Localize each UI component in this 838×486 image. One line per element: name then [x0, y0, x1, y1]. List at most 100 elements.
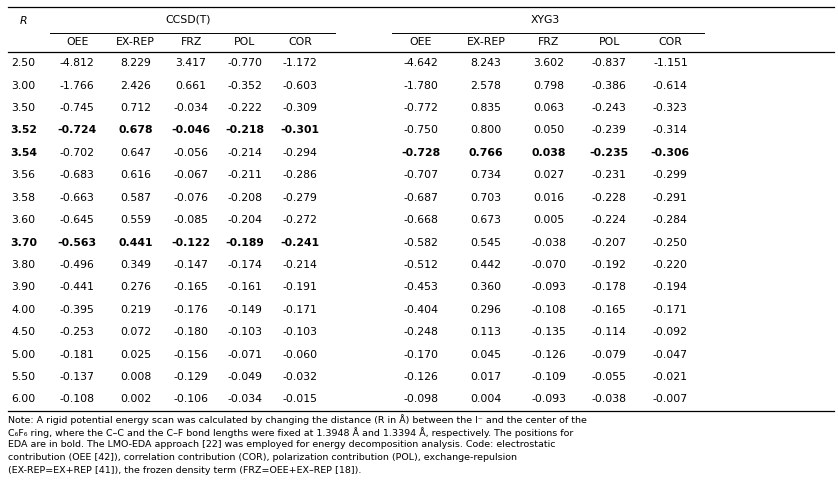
Text: -0.404: -0.404: [403, 305, 438, 315]
Text: 0.004: 0.004: [470, 395, 502, 404]
Text: -0.135: -0.135: [531, 327, 566, 337]
Text: -0.323: -0.323: [653, 103, 688, 113]
Text: -0.114: -0.114: [592, 327, 627, 337]
Text: 3.90: 3.90: [12, 282, 35, 293]
Text: -4.642: -4.642: [403, 58, 438, 68]
Text: -0.224: -0.224: [592, 215, 627, 225]
Text: contribution (OEE [42]), correlation contribution (COR), polarization contributi: contribution (OEE [42]), correlation con…: [8, 453, 517, 462]
Text: -0.239: -0.239: [592, 125, 627, 136]
Text: -0.228: -0.228: [592, 193, 627, 203]
Text: -0.129: -0.129: [173, 372, 209, 382]
Text: -0.309: -0.309: [282, 103, 318, 113]
Text: 0.835: 0.835: [471, 103, 501, 113]
Text: -0.214: -0.214: [227, 148, 262, 158]
Text: -0.103: -0.103: [227, 327, 262, 337]
Text: 0.072: 0.072: [120, 327, 152, 337]
Text: -0.220: -0.220: [653, 260, 688, 270]
Text: 3.80: 3.80: [12, 260, 35, 270]
Text: -0.248: -0.248: [403, 327, 438, 337]
Text: 0.616: 0.616: [121, 170, 151, 180]
Text: -0.750: -0.750: [403, 125, 438, 136]
Text: COR: COR: [288, 37, 312, 47]
Text: -0.034: -0.034: [227, 395, 262, 404]
Text: -0.056: -0.056: [173, 148, 209, 158]
Text: -0.171: -0.171: [282, 305, 318, 315]
Text: OEE: OEE: [66, 37, 88, 47]
Text: 3.70: 3.70: [10, 238, 37, 247]
Text: 3.54: 3.54: [10, 148, 37, 158]
Text: -0.103: -0.103: [282, 327, 318, 337]
Text: -0.207: -0.207: [592, 238, 627, 247]
Text: -0.189: -0.189: [225, 238, 264, 247]
Text: -0.181: -0.181: [59, 349, 95, 360]
Text: -0.071: -0.071: [227, 349, 262, 360]
Text: -0.067: -0.067: [173, 170, 209, 180]
Text: 0.027: 0.027: [533, 170, 565, 180]
Text: 3.56: 3.56: [12, 170, 35, 180]
Text: -0.109: -0.109: [531, 372, 566, 382]
Text: 6.00: 6.00: [12, 395, 35, 404]
Text: -0.306: -0.306: [651, 148, 690, 158]
Text: 4.00: 4.00: [12, 305, 35, 315]
Text: 0.360: 0.360: [470, 282, 502, 293]
Text: EX-REP: EX-REP: [116, 37, 155, 47]
Text: -0.174: -0.174: [227, 260, 262, 270]
Text: -0.093: -0.093: [531, 395, 566, 404]
Text: -0.702: -0.702: [59, 148, 95, 158]
Text: -0.512: -0.512: [403, 260, 438, 270]
Text: -0.108: -0.108: [531, 305, 566, 315]
Text: FRZ: FRZ: [180, 37, 202, 47]
Text: -0.707: -0.707: [403, 170, 438, 180]
Text: 0.349: 0.349: [121, 260, 151, 270]
Text: -0.046: -0.046: [172, 125, 210, 136]
Text: -0.272: -0.272: [282, 215, 318, 225]
Text: -0.728: -0.728: [401, 148, 440, 158]
Text: 3.00: 3.00: [12, 81, 35, 90]
Text: COR: COR: [659, 37, 682, 47]
Text: $R$: $R$: [19, 14, 28, 26]
Text: 0.017: 0.017: [470, 372, 502, 382]
Text: -0.286: -0.286: [282, 170, 318, 180]
Text: -0.038: -0.038: [531, 238, 566, 247]
Text: 2.578: 2.578: [471, 81, 501, 90]
Text: -1.151: -1.151: [653, 58, 688, 68]
Text: -0.126: -0.126: [531, 349, 566, 360]
Text: -1.766: -1.766: [59, 81, 95, 90]
Text: 0.545: 0.545: [471, 238, 501, 247]
Text: -0.049: -0.049: [227, 372, 262, 382]
Text: 0.005: 0.005: [533, 215, 565, 225]
Text: -0.032: -0.032: [282, 372, 318, 382]
Text: Note: A rigid potential energy scan was calculated by changing the distance (R i: Note: A rigid potential energy scan was …: [8, 415, 587, 425]
Text: -0.076: -0.076: [173, 193, 209, 203]
Text: -0.453: -0.453: [403, 282, 438, 293]
Text: -0.352: -0.352: [227, 81, 262, 90]
Text: 3.417: 3.417: [176, 58, 206, 68]
Text: 0.798: 0.798: [534, 81, 564, 90]
Text: 0.734: 0.734: [471, 170, 501, 180]
Text: -0.021: -0.021: [653, 372, 688, 382]
Text: 0.045: 0.045: [470, 349, 502, 360]
Text: 0.647: 0.647: [121, 148, 151, 158]
Text: 2.50: 2.50: [12, 58, 35, 68]
Text: 0.016: 0.016: [533, 193, 565, 203]
Text: 4.50: 4.50: [12, 327, 35, 337]
Text: -0.222: -0.222: [227, 103, 262, 113]
Text: -0.192: -0.192: [592, 260, 627, 270]
Text: -0.395: -0.395: [59, 305, 95, 315]
Text: -0.156: -0.156: [173, 349, 209, 360]
Text: 5.50: 5.50: [12, 372, 35, 382]
Text: EDA are in bold. The LMO-EDA approach [22] was employed for energy decomposition: EDA are in bold. The LMO-EDA approach [2…: [8, 440, 556, 449]
Text: -0.085: -0.085: [173, 215, 209, 225]
Text: 0.025: 0.025: [120, 349, 152, 360]
Text: -0.098: -0.098: [403, 395, 438, 404]
Text: XYG3: XYG3: [531, 15, 560, 25]
Text: OEE: OEE: [410, 37, 432, 47]
Text: 0.442: 0.442: [471, 260, 501, 270]
Text: -0.441: -0.441: [59, 282, 95, 293]
Text: -0.015: -0.015: [282, 395, 318, 404]
Text: 0.661: 0.661: [176, 81, 206, 90]
Text: 0.587: 0.587: [121, 193, 151, 203]
Text: EX-REP: EX-REP: [467, 37, 505, 47]
Text: -0.687: -0.687: [403, 193, 438, 203]
Text: -0.253: -0.253: [59, 327, 95, 337]
